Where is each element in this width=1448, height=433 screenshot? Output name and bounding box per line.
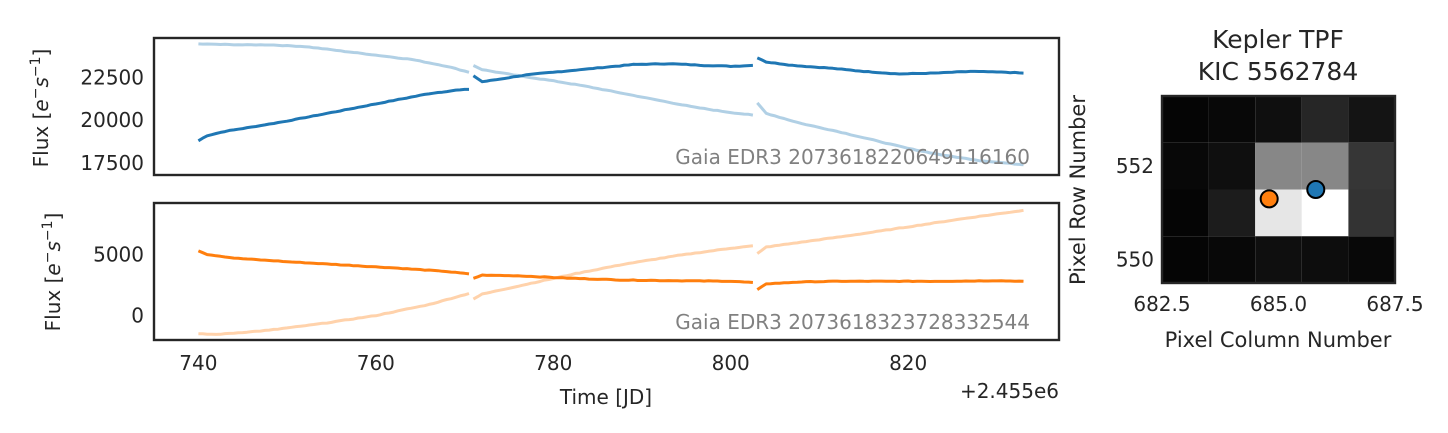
series-0-segment-2 [756,56,1024,76]
series-0-segment-0 [197,87,469,143]
tpf-star-marker [1259,189,1279,209]
tpf-x-tick-label: 685.0 [1250,292,1307,316]
series-1-segment-1 [472,244,754,301]
tpf-y-tick-label: 550 [1116,248,1154,272]
tpf-axes-frame [1160,94,1397,285]
y-tick-label: 17500 [80,151,144,175]
top-plot-area [197,42,1024,167]
series-1-segment-2 [756,208,1024,255]
top-y-ticks: 17500 20000 22500 [80,65,144,175]
x-tick-label: 820 [889,351,927,375]
bottom-gaia-annotation: Gaia EDR3 2073618323728332544 [675,310,1030,334]
tpf-pixel [1301,189,1349,237]
tpf-pixel [1348,96,1395,143]
tpf-pixel [1348,142,1395,190]
tpf-pixel [1348,189,1395,237]
x-tick-label: 740 [179,351,217,375]
tpf-markers [1259,180,1326,209]
y-tick-label: 5000 [93,242,144,266]
y-tick-label: 20000 [80,108,144,132]
series-1-segment-0 [198,42,470,74]
tpf-pixel [1301,142,1349,190]
bottom-plot-area [197,208,1024,336]
tpf-star-marker [1306,180,1326,199]
bottom-y-ticks: 0 5000 [93,242,144,327]
series-0-segment-1 [472,62,753,84]
tpf-x-axis-label: Pixel Column Number [1165,328,1392,352]
tpf-pixel [1162,96,1209,143]
series-0-segment-1 [472,273,754,284]
tpf-pixel [1208,189,1256,237]
tpf-pixel [1348,236,1395,283]
tpf-pixel [1301,96,1349,143]
top-gaia-annotation: Gaia EDR3 2073618220649116160 [675,145,1030,169]
tpf-panel: Kepler TPF KIC 5562784 682.5 685.0 687.5 55… [1066,25,1424,352]
x-tick-label: 780 [534,351,572,375]
tpf-y-tick-label: 552 [1116,154,1154,178]
tpf-pixel [1255,96,1302,143]
x-offset-text: +2.455e6 [960,379,1059,403]
tpf-ticks: 682.5 685.0 687.5 550 552 [1116,154,1424,316]
bottom-axes-frame [152,201,1061,342]
top-lightcurve-panel: Gaia EDR3 2073618220649116160 17500 20000… [28,36,1061,177]
tpf-pixel [1208,236,1256,283]
tpf-pixel [1301,236,1349,283]
y-tick-label: 22500 [80,65,144,89]
tpf-pixel [1162,189,1209,237]
tpf-title-line-1: Kepler TPF [1212,25,1344,54]
x-axis-label: Time [JD] [559,385,652,409]
tpf-pixel [1255,142,1302,190]
bottom-y-axis-label: Flux [e−s−1] [40,213,65,332]
tpf-pixel [1162,236,1209,283]
tpf-pixel [1255,236,1302,283]
tpf-pixel [1208,142,1256,190]
bottom-x-ticks: 740 760 780 800 820 [179,351,927,375]
top-y-axis-label: Flux [e−s−1] [28,49,53,168]
series-0-segment-0 [197,249,470,276]
y-tick-label: 0 [131,304,144,328]
tpf-pixel [1208,96,1256,143]
top-axes-frame [152,36,1061,177]
series-1-segment-0 [198,292,470,336]
tpf-y-axis-label: Pixel Row Number [1066,95,1090,285]
series-0-segment-2 [756,279,1024,291]
tpf-pixel [1162,142,1209,190]
tpf-pixel-grid [1162,96,1395,283]
x-tick-label: 800 [712,351,750,375]
tpf-x-tick-label: 682.5 [1133,292,1190,316]
series-1-segment-1 [472,64,754,117]
tpf-title-line-2: KIC 5562784 [1198,57,1359,86]
tpf-x-tick-label: 687.5 [1366,292,1423,316]
series-1-segment-2 [756,101,1024,167]
x-tick-label: 760 [357,351,395,375]
